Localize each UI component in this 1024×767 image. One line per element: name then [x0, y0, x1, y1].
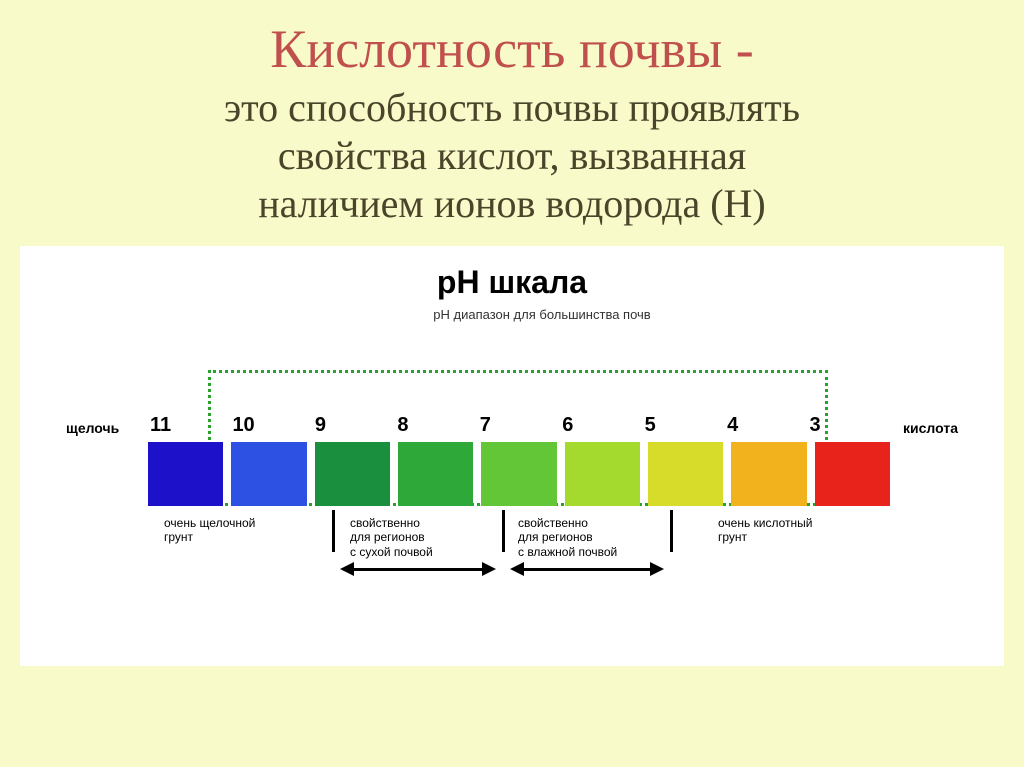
ph-number: 9	[313, 414, 395, 437]
ph-numbers: 11109876543	[148, 414, 890, 437]
divider-2	[502, 510, 505, 552]
subtitle-line-1: это способность почвы проявлять	[224, 85, 800, 130]
subtitle-line-3: наличием ионов водорода (Н)	[258, 181, 765, 226]
ph-swatch	[398, 442, 473, 506]
label-very-acidic: очень кислотныйгрунт	[718, 516, 813, 545]
ph-number: 5	[643, 414, 725, 437]
label-wet-region: свойственнодля регионовс влажной почвой	[518, 516, 617, 559]
ph-number: 8	[395, 414, 477, 437]
ph-swatch	[565, 442, 640, 506]
ph-swatch	[481, 442, 556, 506]
page-title: Кислотность почвы -	[0, 0, 1024, 80]
ph-swatch	[148, 442, 223, 506]
ph-number: 7	[478, 414, 560, 437]
arrow-dry-region	[340, 560, 496, 580]
arrow-line	[352, 568, 484, 571]
ph-number: 10	[230, 414, 312, 437]
divider-1	[332, 510, 335, 552]
ph-number: 11	[148, 414, 230, 437]
arrow-right-head	[650, 562, 664, 576]
divider-3	[670, 510, 673, 552]
ph-color-bar	[148, 442, 890, 506]
ph-number: 4	[725, 414, 807, 437]
ph-swatch	[315, 442, 390, 506]
ph-swatch	[731, 442, 806, 506]
ph-swatch	[231, 442, 306, 506]
label-acid: кислота	[903, 420, 958, 436]
label-alkaline: щелочь	[66, 420, 119, 436]
scale-title: pH шкала	[60, 264, 964, 301]
label-very-alkaline: очень щелочнойгрунт	[164, 516, 255, 545]
arrow-right-head	[482, 562, 496, 576]
arrow-line	[522, 568, 652, 571]
ph-number: 6	[560, 414, 642, 437]
subtitle-line-2: свойства кислот, вызванная	[278, 133, 746, 178]
range-note: pH диапазон для большинства почв	[120, 307, 964, 322]
ph-swatch	[815, 442, 890, 506]
page-subtitle: это способность почвы проявлять свойства…	[0, 80, 1024, 238]
ph-scale-chart: pH шкала pH диапазон для большинства поч…	[20, 246, 1004, 666]
ph-number: 3	[808, 414, 890, 437]
label-dry-region: свойственнодля регионовс сухой почвой	[350, 516, 433, 559]
ph-swatch	[648, 442, 723, 506]
arrow-wet-region	[510, 560, 664, 580]
